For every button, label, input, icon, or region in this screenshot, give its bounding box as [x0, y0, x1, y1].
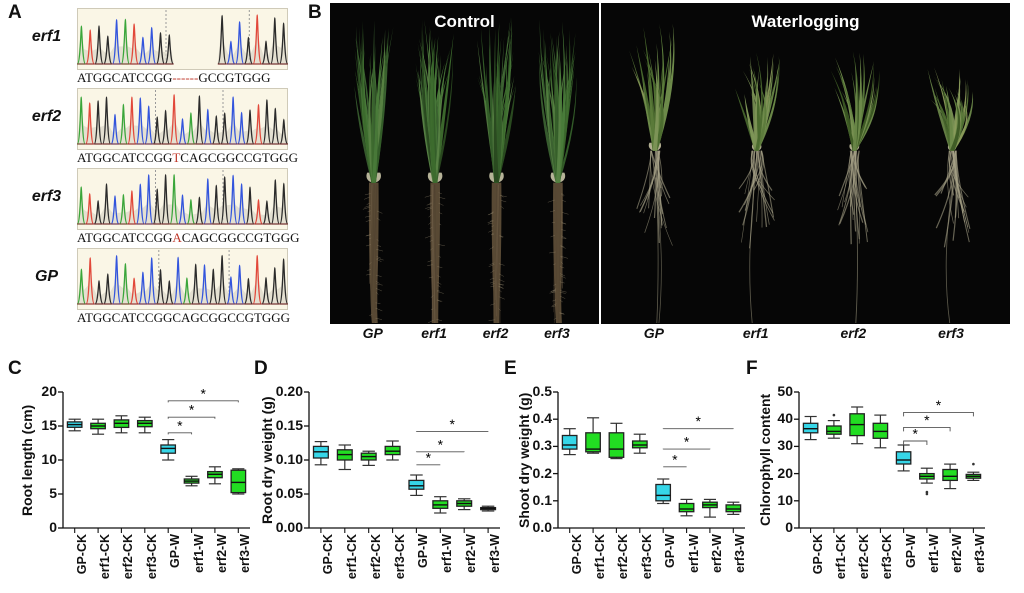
- svg-text:*: *: [672, 451, 678, 467]
- svg-text:*: *: [684, 434, 690, 450]
- svg-text:*: *: [189, 402, 195, 418]
- svg-text:*: *: [912, 426, 918, 442]
- svg-text:*: *: [200, 385, 206, 401]
- svg-text:*: *: [936, 397, 942, 413]
- svg-text:*: *: [924, 412, 930, 428]
- svg-text:*: *: [438, 436, 444, 452]
- svg-text:*: *: [449, 416, 455, 432]
- svg-text:*: *: [177, 417, 183, 433]
- svg-text:*: *: [695, 413, 701, 429]
